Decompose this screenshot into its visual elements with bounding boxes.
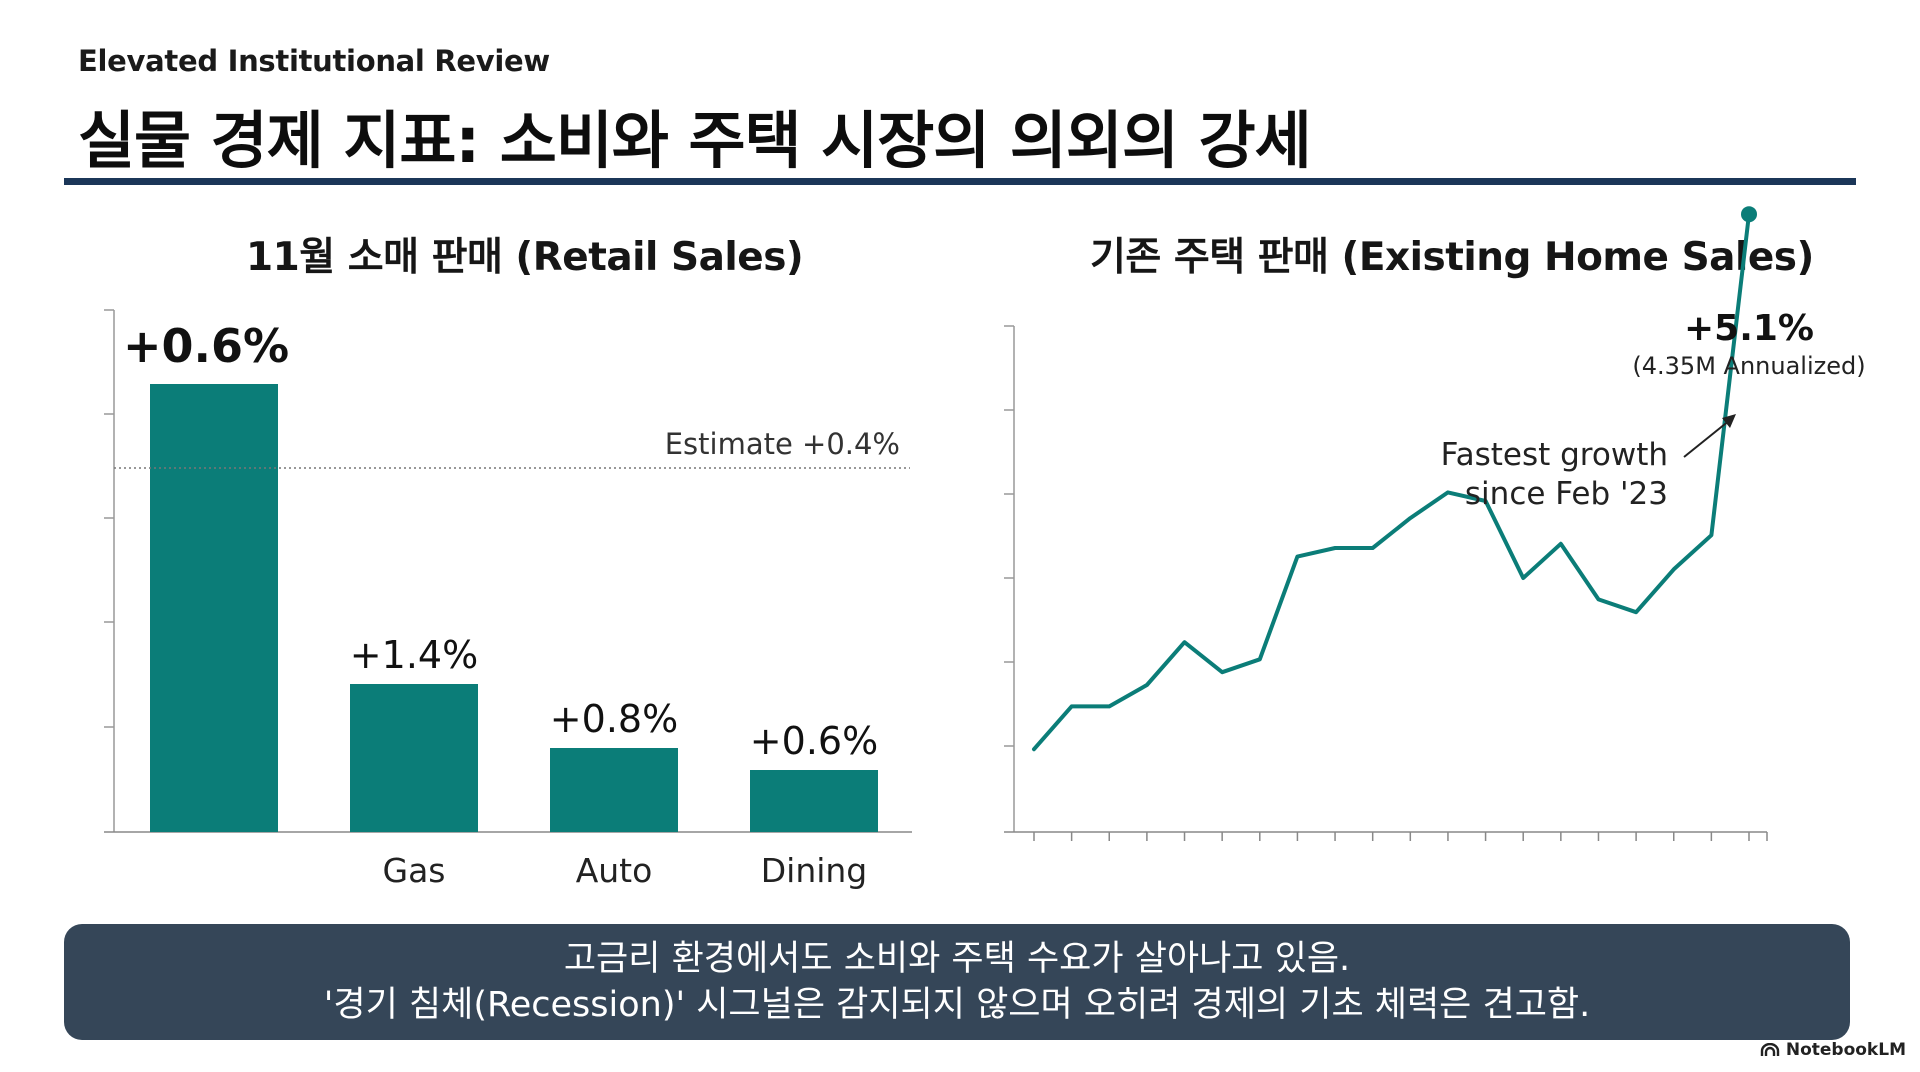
home-sales-annotation-line-1: Fastest growth bbox=[1441, 437, 1668, 473]
summary-banner: 고금리 환경에서도 소비와 주택 수요가 살아나고 있음. '경기 침체(Rec… bbox=[64, 924, 1850, 1040]
annotation-arrow-head bbox=[1722, 414, 1736, 428]
annotation-arrow-shaft bbox=[1683, 419, 1731, 458]
title-divider bbox=[64, 178, 1856, 185]
retail-bar-label-3: +0.6% bbox=[750, 719, 878, 763]
summary-line-1: 고금리 환경에서도 소비와 주택 수요가 살아나고 있음. bbox=[563, 939, 1351, 979]
brand-name: NotebookLM bbox=[1785, 1040, 1906, 1060]
home-sales-final-label: +5.1% bbox=[1684, 308, 1814, 349]
retail-bar-label-0: +0.6% bbox=[123, 319, 289, 373]
summary-line-2: '경기 침체(Recession)' 시그널은 감지되지 않으며 오히려 경제의… bbox=[323, 985, 1591, 1025]
retail-category-label-3: Dining bbox=[761, 851, 868, 890]
home-sales-annotation-line-2: since Feb '23 bbox=[1465, 476, 1668, 512]
retail-bar-1 bbox=[350, 684, 478, 832]
brand-mark: NotebookLM bbox=[1760, 1040, 1906, 1060]
page-title: 실물 경제 지표: 소비와 주택 시장의 의외의 강세 bbox=[78, 104, 1312, 177]
retail-sales-chart-title: 11월 소매 판매 (Retail Sales) bbox=[246, 235, 804, 280]
retail-category-label-2: Auto bbox=[576, 851, 653, 890]
retail-bar-label-2: +0.8% bbox=[550, 697, 678, 741]
retail-bar-3 bbox=[750, 770, 878, 832]
retail-category-label-1: Gas bbox=[383, 851, 446, 890]
home-sales-series-line bbox=[1032, 212, 1751, 752]
retail-bar-label-1: +1.4% bbox=[350, 633, 478, 677]
notebooklm-icon bbox=[1760, 1043, 1780, 1056]
retail-bar-0 bbox=[150, 384, 278, 832]
home-sales-last-point bbox=[1741, 206, 1757, 223]
retail-bar-2 bbox=[550, 748, 678, 832]
report-subtitle: Elevated Institutional Review bbox=[78, 44, 550, 78]
home-sales-final-sublabel: (4.35M Annualized) bbox=[1632, 352, 1865, 380]
home-sales-chart-title: 기존 주택 판매 (Existing Home Sales) bbox=[1090, 235, 1814, 280]
retail-estimate-label: Estimate +0.4% bbox=[665, 427, 900, 461]
